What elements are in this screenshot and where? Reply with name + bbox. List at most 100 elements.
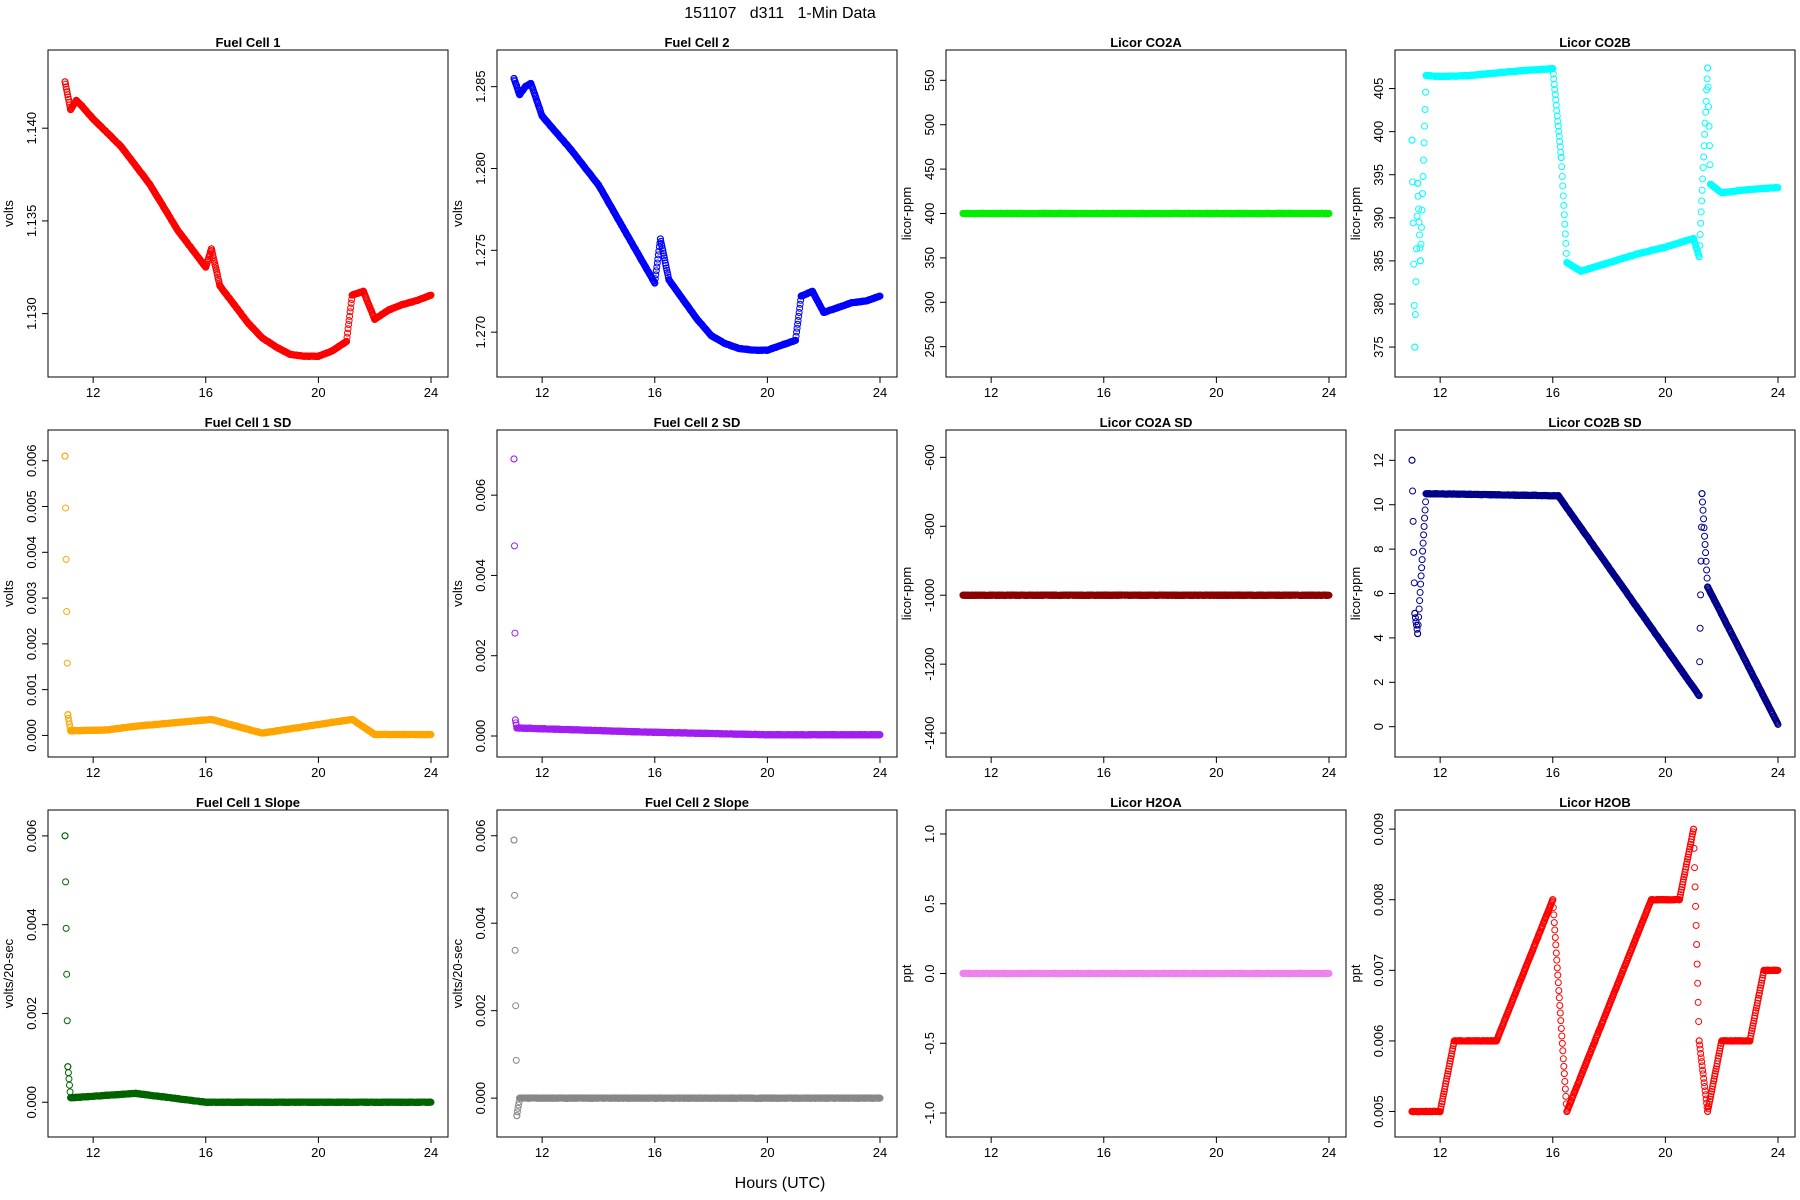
data-point: [1559, 192, 1567, 200]
data-point: [347, 299, 355, 307]
data-point: [1561, 220, 1569, 228]
y-tick-label: 1.285: [473, 70, 488, 103]
y-tick-label: 250: [922, 336, 937, 358]
y-tick-label: -1200: [922, 648, 937, 681]
data-point: [659, 247, 667, 255]
y-tick-label: -1000: [922, 579, 937, 612]
data-point: [1562, 239, 1570, 247]
data-point: [510, 455, 518, 463]
x-tick-label: 16: [648, 385, 662, 400]
x-tick-label: 16: [1097, 765, 1111, 780]
x-tick-label: 16: [1097, 385, 1111, 400]
data-point: [510, 542, 518, 550]
data-point: [654, 255, 662, 263]
data-point: [347, 304, 355, 312]
data-point: [511, 716, 519, 724]
plot-frame: [47, 49, 449, 378]
y-tick-label: 0.006: [24, 444, 39, 477]
data-point: [1549, 70, 1557, 78]
y-tick-label: 0.000: [24, 719, 39, 752]
y-axis-label: volts: [1, 200, 16, 227]
data-point: [66, 720, 74, 728]
x-tick-label: 20: [1209, 765, 1223, 780]
y-tick-label: 1.130: [24, 297, 39, 330]
data-point: [659, 249, 667, 257]
data-point: [1551, 85, 1559, 93]
x-tick-label: 12: [1433, 385, 1447, 400]
panel-title: Fuel Cell 2: [664, 35, 729, 50]
data-point: [652, 267, 660, 275]
x-tick-label: 16: [199, 385, 213, 400]
data-point: [796, 304, 804, 312]
data-point: [63, 659, 71, 667]
data-point: [875, 731, 883, 739]
y-tick-label: 0.003: [24, 582, 39, 615]
y-tick-label: 1.280: [473, 152, 488, 185]
data-point: [651, 275, 659, 283]
data-point: [1558, 163, 1566, 171]
plot-frame: [47, 429, 449, 758]
x-tick-label: 24: [1322, 765, 1336, 780]
data-point: [1421, 106, 1429, 114]
data-point: [653, 263, 661, 271]
y-axis-label: volts: [450, 580, 465, 607]
data-point: [1410, 302, 1418, 310]
x-tick-label: 12: [984, 385, 998, 400]
data-point: [1696, 242, 1704, 250]
y-tick-label: 0.005: [24, 490, 39, 523]
x-tick-label: 12: [86, 765, 100, 780]
x-tick-label: 24: [873, 765, 887, 780]
y-tick-label: 0.002: [24, 628, 39, 661]
y-tick-label: 0.001: [24, 673, 39, 706]
data-point: [792, 336, 800, 344]
data-point: [65, 717, 73, 725]
data-points: [959, 209, 1333, 218]
data-point: [1419, 172, 1427, 180]
y-tick-label: 0.004: [24, 536, 39, 569]
data-point: [64, 91, 72, 99]
data-point: [62, 504, 70, 512]
data-points: [61, 452, 435, 739]
data-point: [1420, 139, 1428, 147]
data-point: [1559, 182, 1567, 190]
data-point: [1417, 223, 1425, 231]
data-point: [795, 312, 803, 320]
data-point: [1422, 88, 1430, 96]
data-point: [1416, 231, 1424, 239]
x-tick-label: 20: [311, 765, 325, 780]
panel-title: Licor CO2A SD: [1100, 415, 1193, 430]
data-point: [1702, 108, 1710, 116]
x-tick-label: 20: [760, 385, 774, 400]
data-point: [1704, 64, 1712, 72]
data-point: [660, 254, 668, 262]
x-tick-label: 24: [1322, 385, 1336, 400]
data-points: [959, 591, 1333, 600]
x-tick-label: 12: [535, 765, 549, 780]
data-point: [344, 329, 352, 337]
panel-title: Fuel Cell 1: [215, 35, 280, 50]
panel-title: Licor CO2B: [1559, 35, 1631, 50]
data-point: [1418, 206, 1426, 214]
data-point: [1697, 208, 1705, 216]
data-point: [1549, 64, 1557, 72]
data-point: [344, 325, 352, 333]
data-point: [1704, 83, 1712, 91]
y-tick-label: 500: [922, 114, 937, 136]
y-tick-label: 0.000: [473, 720, 488, 753]
data-point: [1550, 80, 1558, 88]
data-point: [794, 316, 802, 324]
y-tick-label: 450: [922, 158, 937, 180]
plot-frame: [496, 49, 898, 378]
y-tick-label: 380: [1371, 293, 1386, 315]
data-point: [795, 309, 803, 317]
data-point: [213, 271, 221, 279]
data-points: [510, 74, 884, 354]
data-point: [652, 271, 660, 279]
data-point: [1773, 184, 1781, 192]
y-tick-label: 300: [922, 291, 937, 313]
y-tick-label: 0.002: [473, 639, 488, 672]
y-tick-label: 390: [1371, 207, 1386, 229]
x-tick-label: 12: [984, 765, 998, 780]
